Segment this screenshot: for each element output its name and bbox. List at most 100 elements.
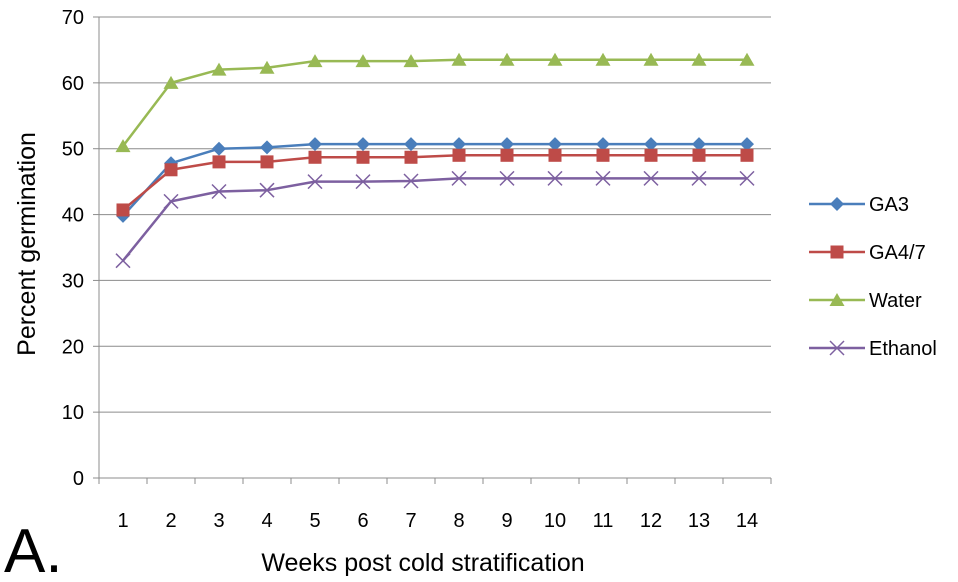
data-point-diamond [452, 137, 466, 152]
data-point-square [308, 150, 322, 164]
series-ga3 [116, 137, 754, 223]
x-axis-title: Weeks post cold stratification [261, 549, 584, 577]
data-point-diamond [830, 197, 844, 211]
x-tick-label: 6 [357, 510, 368, 532]
legend-label: Ethanol [869, 338, 937, 360]
data-point-square [692, 148, 706, 162]
y-tick-label: 30 [62, 270, 84, 292]
y-tick-label: 60 [62, 73, 84, 95]
x-tick-label: 4 [261, 510, 272, 532]
data-point-x [595, 170, 611, 186]
data-point-diamond [644, 137, 658, 152]
data-point-diamond [356, 137, 370, 152]
series-water [115, 52, 755, 153]
data-point-square [356, 150, 370, 164]
data-point-triangle [403, 54, 419, 68]
data-point-x [163, 193, 179, 209]
x-mark-stroke [829, 340, 845, 356]
data-point-square [830, 245, 844, 259]
data-point-x [355, 174, 371, 190]
data-point-triangle [829, 293, 845, 306]
data-point-triangle [451, 52, 467, 66]
data-point-square [404, 150, 418, 164]
data-point-diamond [308, 137, 322, 152]
x-mark-stroke [259, 182, 275, 198]
data-point-triangle [691, 52, 707, 66]
data-point-triangle [547, 52, 563, 66]
series-line [122, 58, 747, 147]
data-point-x [739, 170, 755, 186]
x-tick-label: 9 [501, 510, 512, 532]
x-mark-stroke [451, 170, 467, 186]
x-mark-stroke [643, 170, 659, 186]
x-tick-labels: 1 2 3 4 5 6 7 8 9 10 11 12 13 14 [117, 510, 758, 532]
x-tick-label: 10 [544, 510, 566, 532]
data-point-x [211, 183, 227, 200]
data-point-diamond [500, 137, 514, 152]
series-line [122, 142, 747, 217]
x-tick-label: 7 [405, 510, 416, 532]
x-mark-stroke [739, 170, 755, 186]
x-mark-stroke [547, 170, 563, 186]
data-point-diamond [404, 137, 418, 152]
data-point-triangle [211, 62, 227, 76]
data-point-triangle [115, 139, 131, 153]
data-point-x [691, 170, 707, 186]
data-point-diamond [740, 137, 754, 152]
data-point-square [212, 155, 226, 169]
x-tick-label: 5 [309, 510, 320, 532]
data-point-square [164, 163, 178, 177]
data-point-triangle [643, 52, 659, 66]
series-group [115, 52, 755, 269]
data-point-diamond [260, 140, 274, 155]
data-point-square [548, 148, 562, 162]
data-point-square [644, 148, 658, 162]
x-mark-stroke [499, 170, 515, 186]
data-point-x [307, 174, 323, 190]
series-line [122, 177, 747, 262]
series-line [122, 154, 747, 211]
data-point-x [451, 170, 467, 186]
data-point-x [547, 170, 563, 186]
legend-item: GA3 [809, 194, 909, 216]
y-tick-label: 0 [73, 468, 84, 490]
data-point-triangle [739, 52, 755, 66]
data-point-diamond [596, 137, 610, 152]
x-mark-stroke [595, 170, 611, 186]
data-point-triangle [595, 52, 611, 66]
legend-item: Ethanol [809, 338, 937, 360]
series-ga4-7 [116, 148, 754, 217]
data-point-x [115, 253, 131, 269]
x-mark-stroke [355, 174, 371, 190]
x-tick-label: 13 [688, 510, 710, 532]
data-point-diamond [212, 141, 226, 156]
x-mark-stroke [115, 253, 131, 269]
y-tick-label: 50 [62, 139, 84, 161]
data-point-x [829, 340, 845, 356]
data-point-x [643, 170, 659, 186]
y-tick-label: 20 [62, 336, 84, 358]
x-tick-label: 8 [453, 510, 464, 532]
data-point-square [260, 155, 274, 169]
y-tick-label: 10 [62, 402, 84, 424]
x-tick-label: 1 [117, 510, 128, 532]
y-tick-label: 70 [62, 7, 84, 29]
data-point-x [259, 182, 275, 198]
legend-item: Water [809, 290, 922, 312]
legend: GA3 GA4/7 Water Ethanol [809, 194, 937, 360]
gridlines [99, 16, 771, 413]
y-tick-labels: 0 10 20 30 40 50 60 70 [62, 7, 84, 490]
axes [93, 16, 772, 484]
data-point-square [452, 148, 466, 162]
panel-label: A. [4, 517, 63, 582]
data-point-square [500, 148, 514, 162]
x-mark-stroke [691, 170, 707, 186]
x-mark-stroke [211, 183, 227, 200]
y-tick-label: 40 [62, 205, 84, 227]
x-tick-label: 14 [736, 510, 758, 532]
data-point-diamond [692, 137, 706, 152]
legend-label: Water [869, 290, 922, 312]
x-mark-stroke [307, 174, 323, 190]
data-point-square [116, 203, 130, 217]
